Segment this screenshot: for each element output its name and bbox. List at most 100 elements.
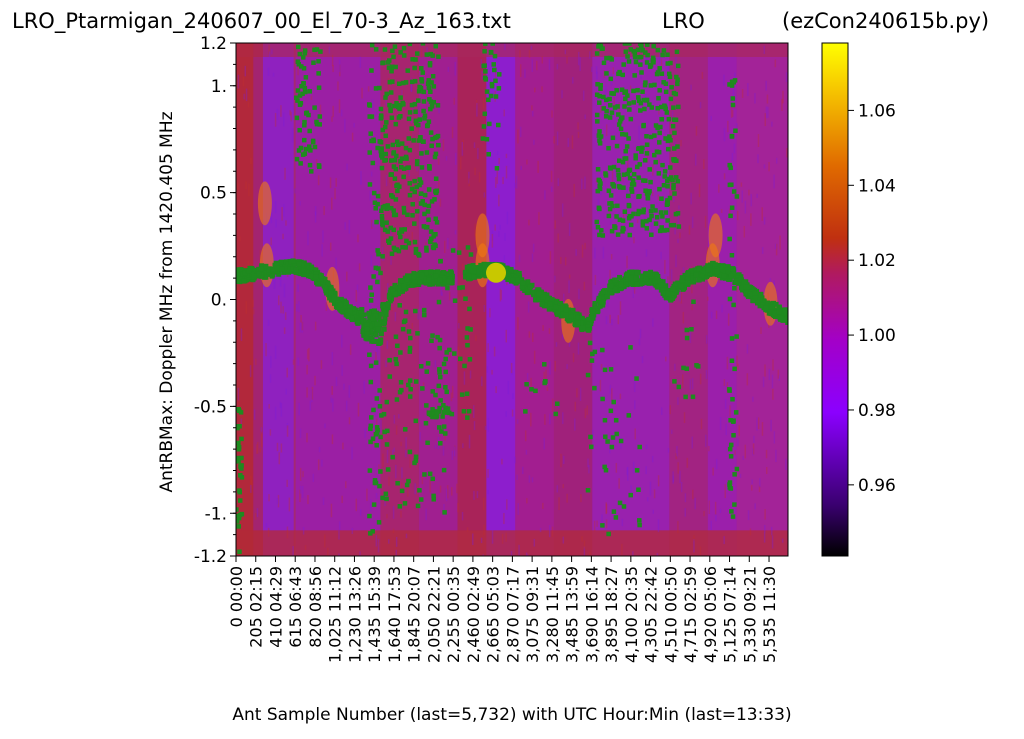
heatmap-speckle <box>309 400 312 411</box>
heatmap-speckle <box>468 178 470 187</box>
noise-point <box>379 213 385 219</box>
heatmap-speckle <box>363 380 365 394</box>
heatmap-speckle <box>280 443 283 453</box>
heatmap-speckle <box>358 263 361 272</box>
heatmap-speckle <box>321 244 323 257</box>
noise-point <box>647 217 652 223</box>
heatmap-speckle <box>720 208 723 213</box>
heatmap-speckle <box>677 521 679 534</box>
noise-point <box>318 49 323 54</box>
noise-point <box>733 410 739 415</box>
doppler-point <box>759 302 765 308</box>
noise-point <box>480 136 486 141</box>
noise-point <box>585 488 591 493</box>
noise-point <box>636 145 642 151</box>
noise-point <box>403 154 409 160</box>
noise-point <box>419 151 424 156</box>
x-tick-label: 2,255 00:35 <box>444 566 463 663</box>
heatmap-speckle <box>459 157 462 170</box>
heatmap-speckle <box>743 225 746 238</box>
heatmap-speckle <box>751 485 753 491</box>
noise-point <box>397 230 402 236</box>
heatmap-speckle <box>769 278 772 284</box>
noise-point <box>632 51 638 57</box>
heatmap-speckle <box>737 363 739 370</box>
noise-point <box>649 232 654 238</box>
noise-point <box>431 84 437 89</box>
doppler-point <box>304 269 310 275</box>
noise-point <box>658 124 663 130</box>
heatmap-speckle <box>609 314 611 324</box>
noise-point <box>422 192 428 198</box>
noise-point <box>427 164 432 170</box>
doppler-point <box>252 268 258 274</box>
heatmap-speckle <box>443 504 445 516</box>
heatmap-speckle <box>269 429 272 436</box>
noise-point <box>610 135 616 141</box>
doppler-point <box>652 271 658 277</box>
noise-point <box>665 52 670 57</box>
noise-point <box>428 89 433 94</box>
heatmap-speckle <box>757 154 759 164</box>
heatmap-speckle <box>715 514 717 522</box>
noise-point <box>314 47 320 52</box>
heatmap-speckle <box>723 74 725 87</box>
noise-point <box>404 238 409 244</box>
noise-point <box>596 44 601 49</box>
heatmap-speckle <box>619 301 622 315</box>
heatmap-speckle <box>586 405 588 416</box>
noise-point <box>492 53 498 59</box>
noise-point <box>426 119 432 124</box>
noise-point <box>625 93 630 98</box>
x-tick-label: 1,640 17:53 <box>385 566 404 663</box>
doppler-point <box>371 308 377 314</box>
doppler-point <box>339 308 345 314</box>
heatmap-speckle <box>253 409 256 420</box>
noise-point <box>407 181 413 186</box>
colorbar-frame <box>821 42 849 557</box>
doppler-point <box>678 283 684 289</box>
doppler-point <box>618 282 624 288</box>
heatmap-speckle <box>361 87 363 99</box>
heatmap-speckle <box>410 77 413 92</box>
heatmap-speckle <box>736 123 738 129</box>
noise-point <box>310 139 316 145</box>
noise-point <box>374 443 379 448</box>
doppler-point <box>693 272 699 278</box>
noise-point <box>299 64 304 69</box>
heatmap-speckle <box>444 431 446 441</box>
heatmap-speckle <box>237 286 239 291</box>
heatmap-speckle <box>652 318 654 327</box>
doppler-point <box>570 307 576 313</box>
doppler-point <box>547 301 553 307</box>
noise-point <box>298 161 303 166</box>
y-axis-label: AntRBMax: Doppler MHz from 1420.405 MHz <box>157 111 177 492</box>
doppler-point <box>623 272 629 278</box>
noise-point <box>412 101 418 107</box>
doppler-point <box>525 286 531 292</box>
noise-point <box>392 103 397 109</box>
doppler-point <box>478 262 484 268</box>
current-position-marker <box>486 262 507 283</box>
x-tick-label: 2,870 07:17 <box>503 566 522 663</box>
noise-point <box>388 236 394 241</box>
heatmap-speckle <box>699 546 702 556</box>
noise-point <box>307 89 313 94</box>
doppler-point <box>360 328 366 334</box>
heatmap-speckle <box>463 371 466 385</box>
heatmap-speckle <box>778 375 780 381</box>
heatmap-speckle <box>331 116 333 122</box>
noise-point <box>378 434 383 440</box>
heatmap-speckle <box>338 99 341 113</box>
heatmap-speckle <box>700 418 703 430</box>
doppler-point <box>554 299 560 305</box>
noise-point <box>496 86 502 91</box>
noise-point <box>420 70 426 75</box>
noise-point <box>376 251 381 257</box>
noise-point <box>641 97 647 103</box>
noise-point <box>317 122 322 127</box>
doppler-point <box>586 320 592 326</box>
noise-point <box>367 182 373 187</box>
doppler-point <box>462 274 468 280</box>
heatmap-speckle <box>560 453 562 468</box>
